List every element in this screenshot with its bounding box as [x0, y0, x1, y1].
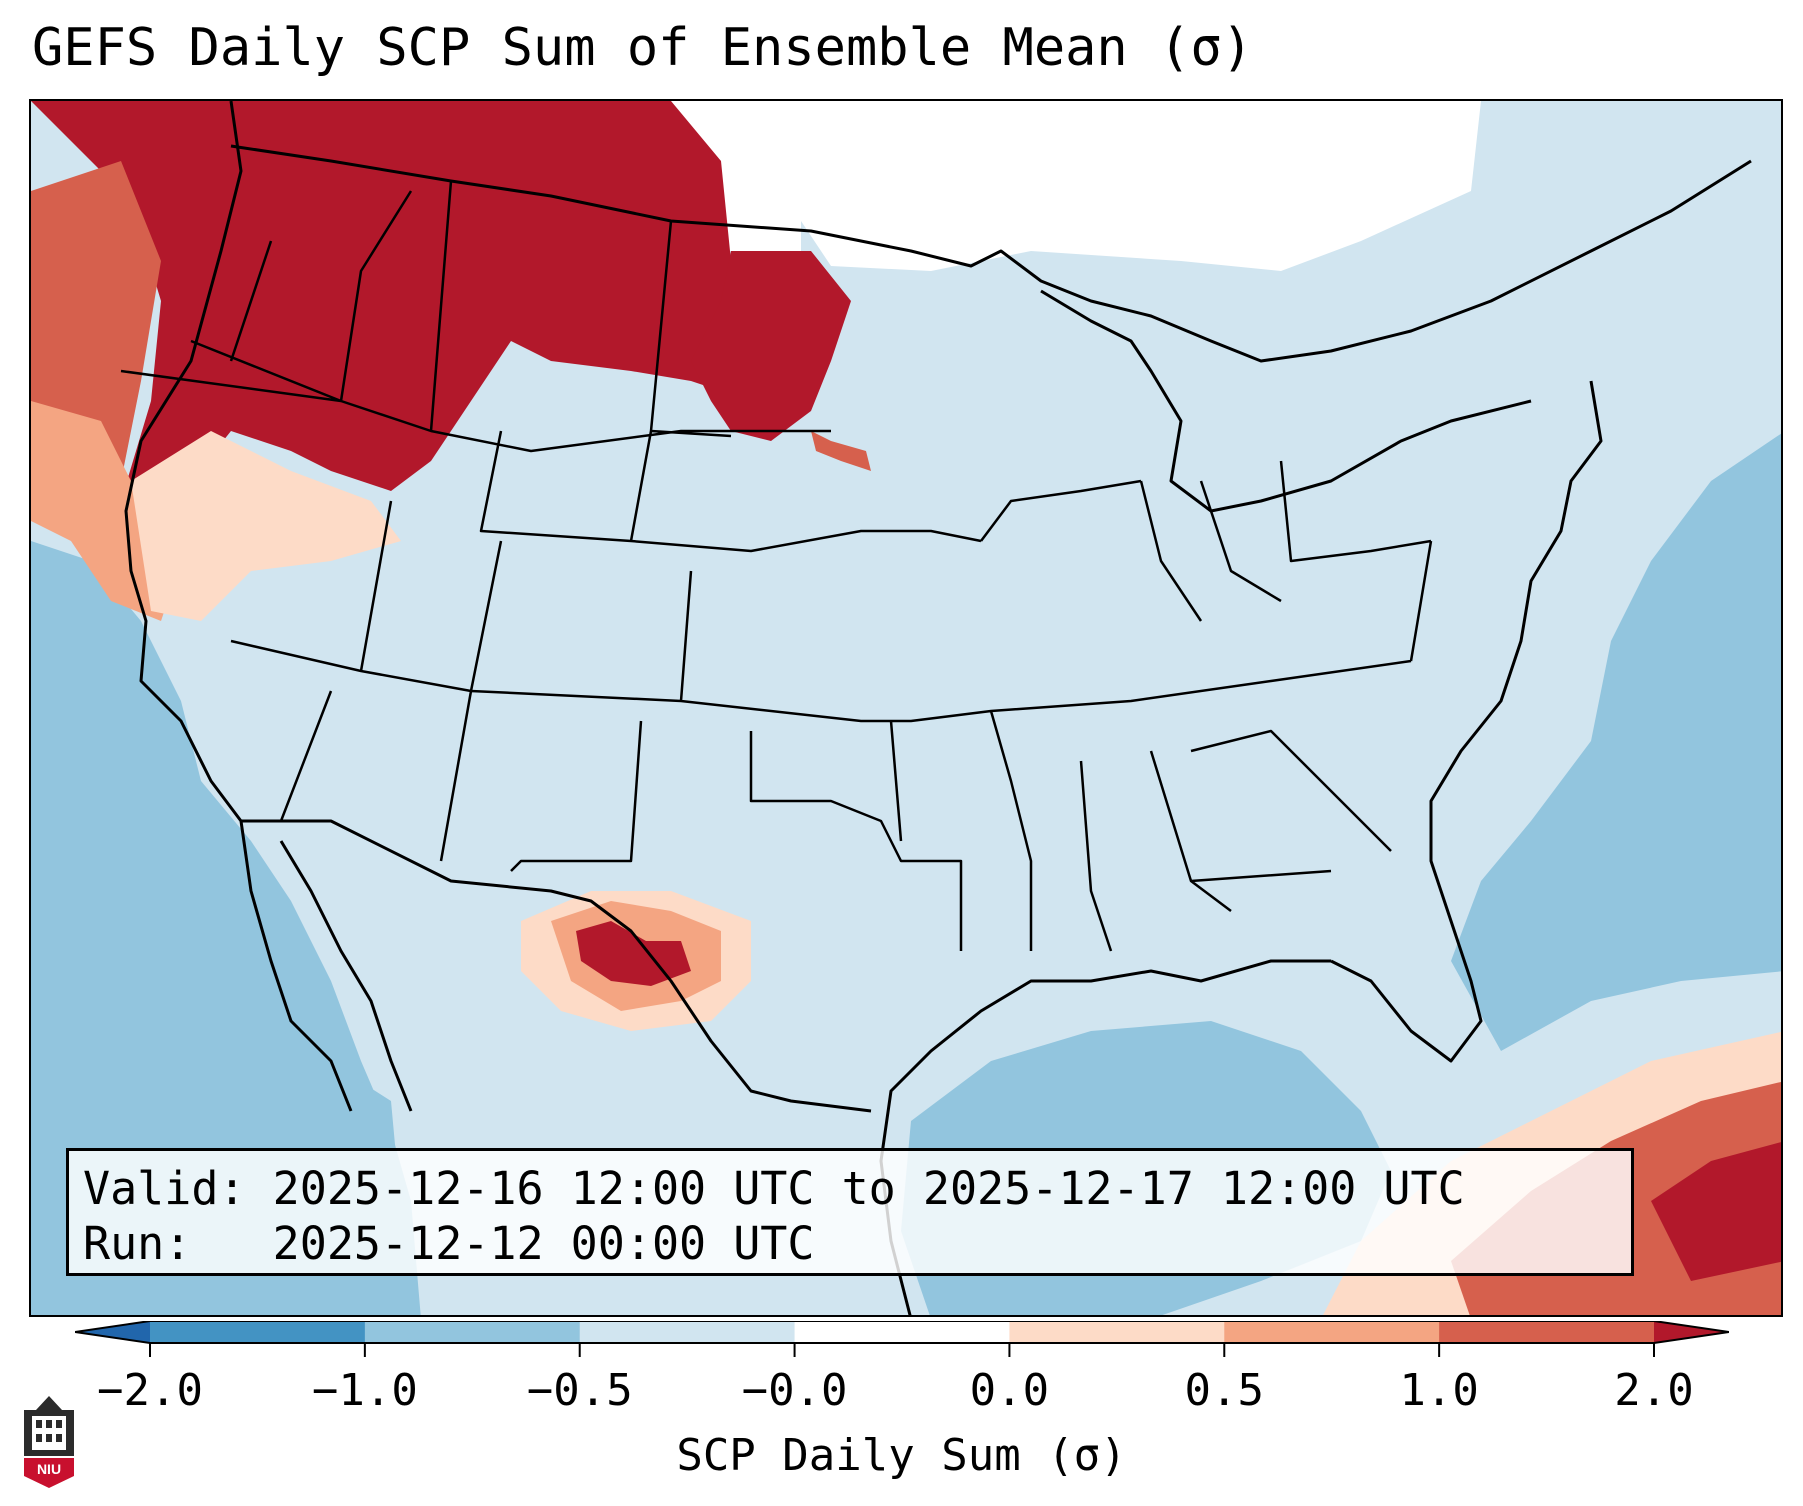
colorbar-tick-label: −2.0	[97, 1365, 203, 1416]
colorbar-segment	[150, 1321, 366, 1343]
colorbar-tick-label: −1.0	[311, 1365, 418, 1416]
map-outlines	[120, 101, 1752, 1315]
chart-title: GEFS Daily SCP Sum of Ensemble Mean (σ)	[32, 18, 1253, 78]
colorbar-label: SCP Daily Sum (σ)	[676, 1430, 1127, 1481]
scp-positive-northwest-strong	[31, 101, 771, 521]
great-lakes	[1040, 289, 1532, 513]
niu-logo: NIU	[24, 1396, 74, 1488]
colorbar-extend-low	[75, 1321, 150, 1343]
scp-positive-oregon-coast-weak	[131, 431, 401, 621]
logo-text: NIU	[37, 1461, 61, 1477]
scp-positive-caribbean-strong	[1651, 1142, 1781, 1281]
run-time-text: Run: 2025-12-12 00:00 UTC	[83, 1217, 815, 1270]
colorbar-segment	[1009, 1321, 1225, 1343]
colorbar	[75, 1321, 1729, 1357]
map-panel	[29, 99, 1783, 1317]
validity-info-box: Valid: 2025-12-16 12:00 UTC to 2025-12-1…	[66, 1148, 1634, 1276]
border-canada	[230, 144, 1752, 363]
neutral-region-north	[801, 101, 1481, 271]
ocean-negative-atlantic	[1451, 433, 1781, 1051]
scp-positive-dakotas	[691, 251, 851, 441]
colorbar-tick-label: 1.0	[1399, 1365, 1479, 1416]
colorbar-extend-high	[1654, 1321, 1729, 1343]
valid-time-text: Valid: 2025-12-16 12:00 UTC to 2025-12-1…	[83, 1162, 1465, 1215]
colorbar-segment	[1224, 1321, 1440, 1343]
border-mexico	[241, 819, 872, 1113]
baja-coast	[279, 840, 413, 1112]
state-lines	[120, 180, 1433, 952]
colorbar-tick-label: 0.0	[969, 1365, 1050, 1416]
colorbar-segment	[1439, 1321, 1655, 1343]
scp-positive-northwest-weak	[31, 401, 181, 621]
coastline-west	[124, 101, 353, 1112]
colorbar-tick-label: 0.5	[1184, 1365, 1265, 1416]
colorbar-segment	[364, 1321, 581, 1343]
colorbar-tick-label: −0.5	[526, 1365, 633, 1416]
coastline-east	[1330, 380, 1603, 1063]
scp-positive-iowa	[811, 431, 871, 471]
scp-map	[31, 101, 1781, 1315]
colorbar-tick-label: −0.0	[741, 1365, 848, 1416]
colorbar-tick-label: 2.0	[1614, 1365, 1694, 1416]
colorbar-segment	[579, 1321, 796, 1343]
colorbar-segment	[794, 1321, 1010, 1343]
